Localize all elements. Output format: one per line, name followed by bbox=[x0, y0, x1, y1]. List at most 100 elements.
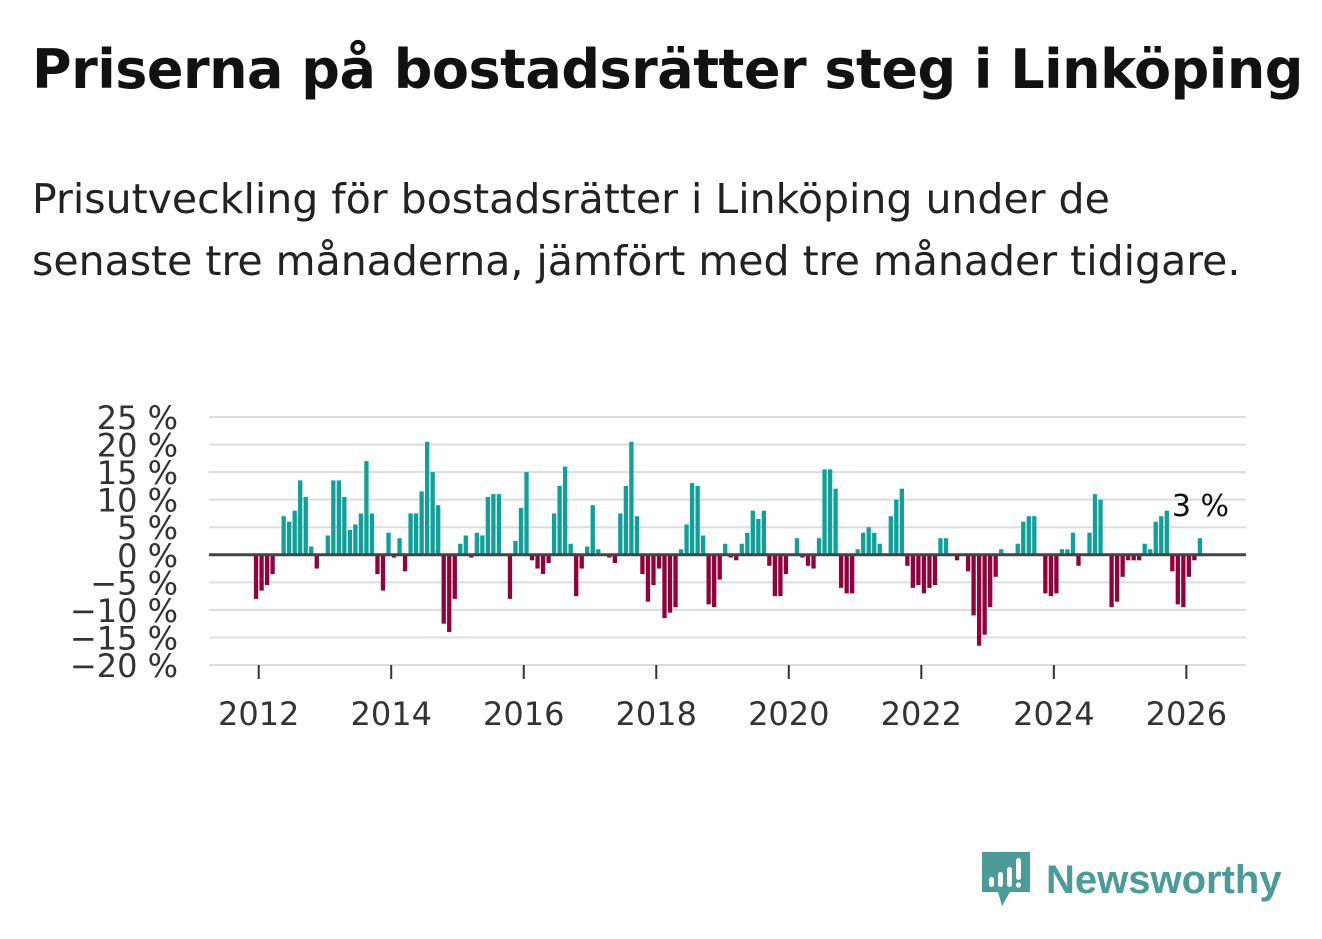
bar bbox=[1065, 549, 1070, 555]
bar bbox=[342, 496, 347, 555]
bar bbox=[270, 554, 275, 575]
bar bbox=[562, 466, 568, 555]
bar bbox=[1054, 554, 1059, 594]
bar bbox=[888, 516, 893, 555]
bar bbox=[1175, 554, 1180, 605]
bar bbox=[1181, 554, 1186, 608]
bar bbox=[988, 554, 993, 608]
bar bbox=[1164, 510, 1169, 555]
bar bbox=[838, 554, 844, 588]
bar bbox=[1131, 554, 1136, 561]
bar bbox=[717, 554, 722, 580]
bar bbox=[1059, 549, 1065, 555]
bar bbox=[667, 554, 673, 613]
bar bbox=[965, 554, 971, 572]
bar bbox=[739, 543, 744, 555]
bar bbox=[579, 554, 584, 569]
brand-name: Newsworthy bbox=[1046, 857, 1282, 902]
bar bbox=[927, 554, 932, 588]
bar bbox=[993, 554, 998, 577]
bar bbox=[1109, 554, 1114, 608]
bar bbox=[292, 510, 297, 555]
bar bbox=[336, 480, 341, 555]
bar bbox=[899, 488, 904, 555]
bar bbox=[425, 441, 430, 555]
bar bbox=[353, 524, 358, 555]
bar bbox=[535, 554, 540, 569]
bar bbox=[1026, 516, 1031, 555]
bar bbox=[1114, 554, 1120, 602]
newsworthy-logo[interactable]: Newsworthy bbox=[980, 850, 1282, 910]
bar bbox=[441, 554, 446, 624]
bar bbox=[827, 469, 833, 555]
bar bbox=[612, 554, 617, 564]
bar bbox=[866, 527, 871, 555]
latest-value-annotation: 3 % bbox=[1172, 489, 1229, 524]
price-change-chart: 25 %20 %15 %10 %5 %0 %−5 %−10 %−15 %−20 … bbox=[70, 399, 1246, 733]
bar bbox=[419, 491, 424, 555]
bar bbox=[932, 554, 938, 586]
bar bbox=[954, 554, 960, 561]
bar bbox=[1192, 554, 1197, 561]
bar bbox=[474, 532, 479, 555]
bar bbox=[629, 441, 634, 555]
bar bbox=[298, 480, 303, 555]
bar bbox=[916, 554, 921, 586]
bar bbox=[1087, 532, 1092, 555]
bar bbox=[910, 554, 916, 588]
bar bbox=[1070, 532, 1076, 555]
y-tick-label: −20 % bbox=[70, 647, 178, 685]
bar bbox=[1092, 494, 1098, 555]
bar bbox=[507, 554, 513, 599]
bar bbox=[369, 513, 375, 555]
bar bbox=[872, 532, 877, 555]
bar bbox=[689, 483, 695, 555]
bar bbox=[529, 554, 535, 561]
bar bbox=[1142, 543, 1147, 555]
y-tick-label: 25 % bbox=[97, 399, 178, 437]
bar bbox=[1197, 538, 1203, 555]
page-subtitle: Prisutveckling för bostadsrätter i Linkö… bbox=[32, 175, 1241, 285]
bar bbox=[750, 510, 755, 555]
bar bbox=[480, 535, 485, 555]
bar bbox=[585, 546, 590, 555]
bar bbox=[855, 549, 860, 555]
y-tick-label: 0 % bbox=[117, 537, 178, 575]
y-tick-label: −5 % bbox=[90, 564, 178, 602]
bar bbox=[745, 532, 750, 555]
bar bbox=[938, 538, 943, 555]
bar bbox=[778, 554, 783, 597]
bar bbox=[568, 543, 573, 555]
bar bbox=[397, 538, 402, 555]
bar bbox=[347, 529, 353, 555]
bar bbox=[645, 554, 651, 602]
bar bbox=[772, 554, 778, 597]
x-tick-label: 2024 bbox=[1013, 695, 1094, 733]
bar bbox=[485, 496, 491, 555]
bar bbox=[678, 549, 684, 555]
bar bbox=[982, 554, 987, 635]
bar bbox=[546, 554, 551, 564]
bar bbox=[618, 513, 623, 555]
x-tick-label: 2012 bbox=[218, 695, 299, 733]
bar bbox=[281, 516, 286, 555]
bar bbox=[811, 554, 816, 569]
page-title: Priserna på bostadsrätter steg i Linköpi… bbox=[32, 38, 1303, 101]
bar bbox=[712, 554, 717, 608]
bar bbox=[430, 472, 435, 555]
bar bbox=[524, 472, 529, 555]
bar bbox=[1125, 554, 1131, 561]
bar bbox=[640, 554, 645, 575]
bar bbox=[684, 524, 689, 555]
bar bbox=[822, 469, 827, 555]
chart-bars bbox=[253, 441, 1203, 646]
bar bbox=[447, 554, 452, 632]
x-tick-label: 2020 bbox=[748, 695, 829, 733]
bar bbox=[894, 499, 899, 555]
bar bbox=[877, 543, 882, 555]
bar bbox=[518, 507, 524, 555]
bar bbox=[833, 488, 838, 555]
bar bbox=[402, 554, 408, 572]
bar bbox=[1098, 499, 1103, 555]
bar bbox=[590, 505, 595, 555]
